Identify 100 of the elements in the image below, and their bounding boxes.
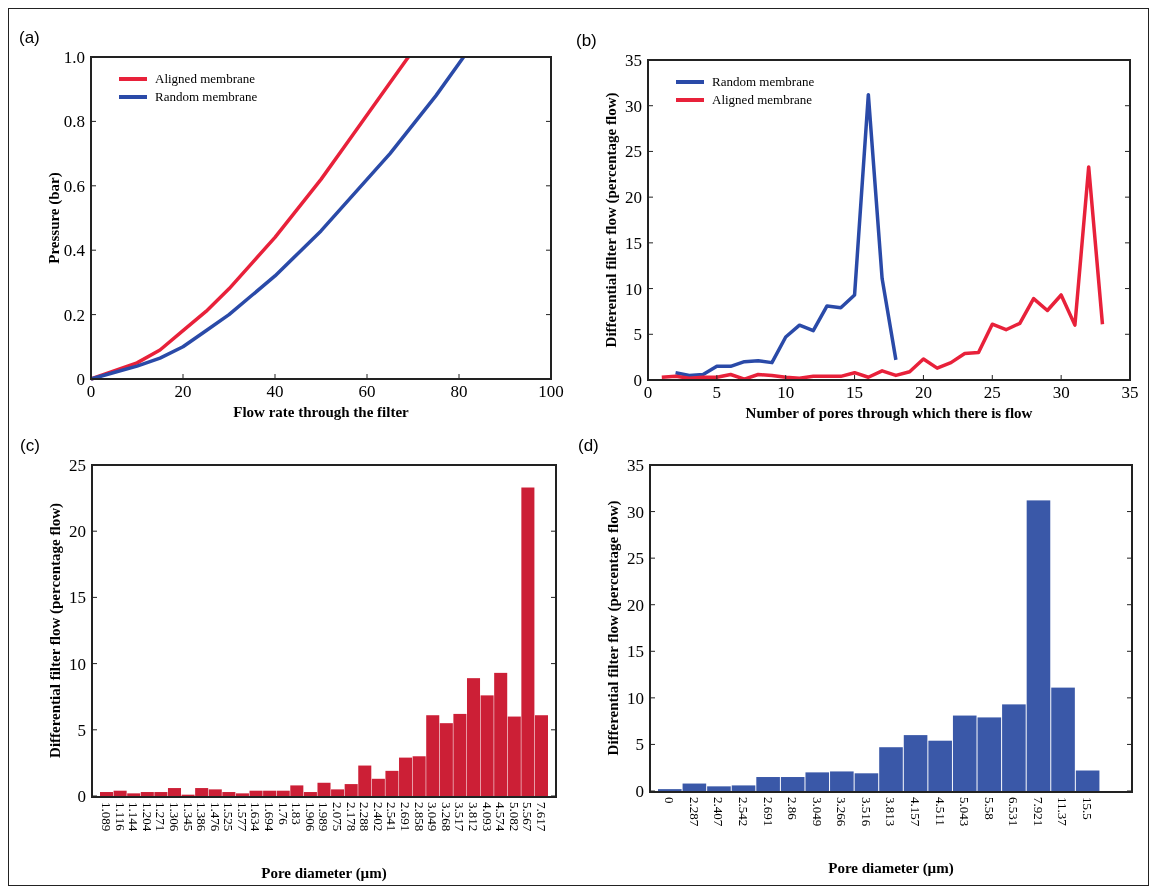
x-tick-label: 1.204: [139, 802, 155, 832]
x-tick-label: 3.049: [809, 797, 825, 827]
y-tick-label: 10: [69, 654, 86, 674]
y-tick-label: 5: [77, 720, 86, 740]
chart-title: (d): [578, 436, 599, 455]
x-tick-label: 1.345: [180, 802, 196, 832]
y-tick-label: 1.0: [63, 47, 85, 67]
x-tick-label: 3.268: [438, 802, 454, 832]
x-tick-label: 2.691: [760, 797, 776, 827]
y-tick-label: 15: [625, 233, 642, 253]
x-tick-label: 2.691: [398, 802, 413, 832]
x-tick-label: 3.812: [465, 802, 481, 832]
x-tick-label: 2.178: [343, 802, 359, 832]
y-axis-title: Differential filter flow (percentage flow): [603, 92, 620, 348]
x-tick-label: 2.287: [686, 797, 702, 827]
y-tick-label: 0.2: [63, 305, 85, 325]
x-axis-title: Number of pores through which there is flow: [745, 405, 1033, 421]
x-tick-label: 3.266: [834, 797, 850, 827]
x-tick-label: 15.5: [1080, 797, 1096, 820]
y-tick-label: 30: [625, 96, 642, 116]
x-tick-label: 6.531: [1006, 797, 1022, 827]
x-axis-title: Pore diameter (µm): [261, 865, 387, 882]
x-tick-label: 4.574: [493, 802, 509, 832]
x-tick-label: 1.144: [126, 802, 142, 832]
x-tick-label: 1.306: [166, 802, 182, 832]
y-tick-label: 0.6: [63, 176, 85, 196]
x-tick-label: 100: [538, 382, 564, 401]
x-tick-label: 1.386: [194, 802, 210, 832]
x-tick-label: 2.407: [711, 797, 727, 827]
legend-label: Aligned membrane: [712, 92, 813, 107]
y-tick-label: 10: [627, 688, 644, 708]
y-tick-label: 35: [627, 455, 644, 475]
legend-label: Random membrane: [712, 74, 815, 89]
x-tick-label: 3.049: [425, 802, 441, 832]
y-tick-label: 15: [627, 642, 644, 662]
y-tick-label: 5: [635, 735, 644, 755]
line-series: [673, 92, 898, 378]
x-tick-label: 40: [266, 382, 284, 401]
x-tick-label: 2.402: [370, 802, 386, 832]
x-tick-label: 5.043: [957, 797, 973, 827]
x-tick-label: 5: [712, 383, 722, 402]
y-tick-label: 0.4: [63, 241, 86, 261]
y-tick-label: 25: [69, 455, 86, 475]
y-axis-title: Differential filter flow (percentage flow): [605, 500, 622, 756]
y-tick-label: 20: [627, 595, 644, 615]
x-tick-label: 1.83: [289, 802, 305, 825]
x-tick-label: 30: [1052, 383, 1070, 402]
x-tick-label: 3.516: [858, 797, 874, 827]
x-tick-label: 4.157: [908, 797, 924, 827]
x-tick-label: 2.075: [330, 802, 346, 832]
x-tick-label: 1.634: [248, 802, 264, 832]
chart-title: (b): [576, 31, 597, 50]
x-tick-label: 20: [174, 382, 192, 401]
y-tick-label: 10: [625, 279, 642, 299]
x-tick-label: 11.37: [1055, 797, 1071, 827]
x-tick-label: 1.694: [262, 802, 278, 832]
x-tick-label: 80: [450, 382, 468, 401]
x-tick-label: 1.089: [98, 802, 114, 832]
x-tick-label: 0: [662, 797, 678, 804]
x-tick-label: 5.567: [520, 802, 536, 832]
x-tick-label: 20: [914, 383, 932, 402]
x-tick-label: 7.617: [533, 802, 549, 832]
x-tick-label: 4.093: [479, 802, 495, 832]
x-tick-label: 1.989: [316, 802, 332, 832]
x-tick-label: 2.86: [785, 797, 801, 821]
x-tick-label: 1.906: [302, 802, 318, 832]
x-tick-label: 1.577: [234, 802, 250, 832]
x-tick-label: 5.082: [506, 802, 522, 832]
y-tick-label: 0.8: [63, 112, 85, 132]
x-tick-label: 2.288: [357, 802, 373, 832]
y-tick-label: 25: [625, 142, 642, 162]
x-axis-title: Flow rate through the filter: [233, 404, 410, 420]
chart-title: (c): [20, 436, 40, 455]
x-tick-label: 10: [777, 383, 795, 402]
x-tick-label: 1.525: [221, 802, 237, 832]
x-tick-label: 2.858: [411, 802, 427, 832]
x-tick-label: 5.58: [981, 797, 997, 820]
x-tick-label: 35: [1121, 383, 1139, 402]
x-tick-label: 1.76: [275, 802, 291, 826]
x-tick-label: 3.517: [452, 802, 468, 832]
x-tick-label: 7.921: [1030, 797, 1046, 827]
x-tick-label: 3.813: [883, 797, 899, 827]
y-tick-label: 35: [625, 50, 642, 70]
x-tick-label: 1.271: [153, 802, 169, 832]
x-tick-label: 1.116: [112, 802, 128, 832]
y-tick-label: 25: [627, 549, 644, 569]
y-tick-label: 20: [69, 522, 86, 542]
y-tick-label: 20: [625, 188, 642, 208]
y-tick-label: 5: [633, 325, 642, 345]
legend-label: Aligned membrane: [155, 71, 256, 86]
line-series: [660, 165, 1105, 381]
x-tick-label: 2.542: [735, 797, 751, 827]
y-tick-label: 15: [69, 588, 86, 608]
x-tick-label: 2.541: [384, 802, 400, 832]
x-tick-label: 1.476: [207, 802, 223, 832]
chart-title: (a): [19, 28, 40, 47]
x-tick-label: 4.511: [932, 797, 948, 826]
x-tick-label: 25: [983, 383, 1001, 402]
x-axis-title: Pore diameter (µm): [828, 860, 954, 877]
y-axis-title: Differential filter flow (percentage flow): [47, 503, 64, 758]
